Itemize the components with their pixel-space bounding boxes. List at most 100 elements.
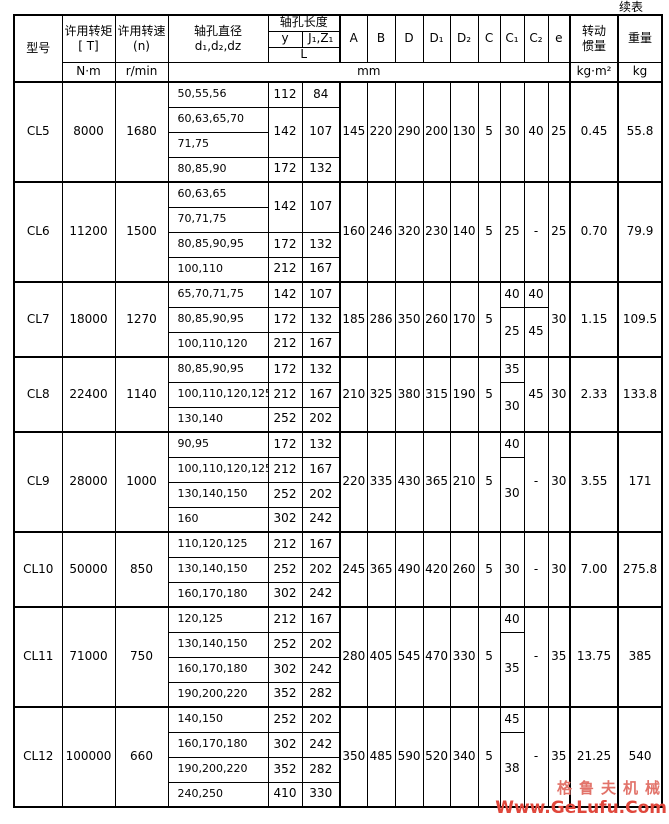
l-length-cell: 107	[301, 181, 341, 233]
dim-c1-cell: 40	[499, 431, 525, 458]
weight-cell: 385	[617, 606, 663, 708]
bore-dia-cell: 80,85,90	[167, 156, 269, 183]
y-length-cell: 212	[267, 331, 303, 358]
dim-e-cell: 30	[547, 281, 571, 358]
dim-c2-cell: 40	[523, 281, 549, 308]
y-length-cell: 212	[267, 381, 303, 408]
l-length-cell: 132	[301, 156, 341, 183]
dim-d-cell: 545	[394, 606, 424, 708]
header-inertia-line1: 转动	[582, 23, 607, 38]
dim-d-cell: 290	[394, 81, 424, 183]
y-length-cell: 252	[267, 706, 303, 733]
dim-c1-cell: 45	[499, 706, 525, 733]
dim-c-cell: 5	[477, 431, 501, 533]
watermark-company-name: 格鲁夫机械	[556, 779, 667, 797]
bore-dia-cell: 110,120,125	[167, 531, 269, 558]
weight-cell: 79.9	[617, 181, 663, 283]
model-cell: CL9	[13, 431, 63, 533]
speed-cell: 750	[114, 606, 169, 708]
bore-dia-cell: 50,55,56	[167, 81, 269, 108]
y-length-cell: 172	[267, 156, 303, 183]
dim-a-cell: 280	[339, 606, 368, 708]
dim-d2-cell: 190	[449, 356, 479, 433]
bore-dia-cell: 190,200,220	[167, 681, 269, 708]
l-length-cell: 167	[301, 531, 341, 558]
bore-dia-cell: 65,70,71,75	[167, 281, 269, 308]
dim-c-cell: 5	[477, 81, 501, 183]
dim-c2-cell: 40	[523, 81, 549, 183]
y-length-cell: 172	[267, 306, 303, 333]
dim-b-cell: 335	[366, 431, 396, 533]
bore-dia-cell: 71,75	[167, 131, 269, 158]
dim-b-cell: 365	[366, 531, 396, 608]
header-bore-diameter-line2: d₁,d₂,dz	[194, 38, 242, 53]
bore-dia-cell: 240,250	[167, 781, 269, 808]
y-length-cell: 302	[267, 731, 303, 758]
l-length-cell: 242	[301, 581, 341, 608]
watermark-url: Www.GeLufu.Com	[495, 798, 667, 818]
bore-dia-cell: 100,110	[167, 256, 269, 283]
dim-c1-cell: 30	[499, 531, 525, 608]
weight-cell: 540	[617, 706, 663, 808]
inertia-cell: 2.33	[569, 356, 619, 433]
l-length-cell: 167	[301, 381, 341, 408]
l-length-cell: 107	[301, 281, 341, 308]
bore-dia-cell: 120,125	[167, 606, 269, 633]
header-torque-line1: 许用转矩	[64, 23, 113, 38]
header-y: y	[267, 30, 303, 48]
dim-d-cell: 430	[394, 431, 424, 533]
dim-c-cell: 5	[477, 531, 501, 608]
dim-b-cell: 325	[366, 356, 396, 433]
header-col-e: e	[547, 14, 571, 63]
continued-table-label: 续表	[618, 0, 643, 14]
speed-cell: 1000	[114, 431, 169, 533]
dim-e-cell: 25	[547, 181, 571, 283]
dim-c1-cell: 30	[499, 381, 525, 433]
l-length-cell: 282	[301, 681, 341, 708]
dim-e-cell: 30	[547, 431, 571, 533]
speed-cell: 660	[114, 706, 169, 808]
dim-c1-cell: 40	[499, 606, 525, 633]
speed-cell: 1680	[114, 81, 169, 183]
speed-cell: 1270	[114, 281, 169, 358]
header-speed-line1: 许用转速	[117, 23, 166, 38]
dim-a-cell: 160	[339, 181, 368, 283]
l-length-cell: 132	[301, 431, 341, 458]
y-length-cell: 252	[267, 481, 303, 508]
y-length-cell: 252	[267, 406, 303, 433]
l-length-cell: 202	[301, 631, 341, 658]
header-speed-line2: (n)	[133, 38, 150, 53]
bore-dia-cell: 130,140,150	[167, 631, 269, 658]
dim-c1-cell: 25	[499, 306, 525, 358]
dim-c1-cell: 38	[499, 731, 525, 808]
dim-c2-cell: -	[523, 531, 549, 608]
inertia-cell: 7.00	[569, 531, 619, 608]
dim-c1-cell: 30	[499, 456, 525, 533]
unit-inertia: kg·m²	[569, 61, 619, 83]
dim-d-cell: 490	[394, 531, 424, 608]
dim-d1-cell: 365	[422, 431, 451, 533]
y-length-cell: 212	[267, 256, 303, 283]
l-length-cell: 167	[301, 606, 341, 633]
l-length-cell: 242	[301, 731, 341, 758]
y-length-cell: 172	[267, 431, 303, 458]
l-length-cell: 202	[301, 706, 341, 733]
dim-c1-cell: 25	[499, 181, 525, 283]
y-length-cell: 302	[267, 581, 303, 608]
bore-dia-cell: 100,110,120,125	[167, 381, 269, 408]
bore-dia-cell: 100,110,120	[167, 331, 269, 358]
y-length-cell: 142	[267, 281, 303, 308]
l-length-cell: 132	[301, 356, 341, 383]
header-col-D2: D₂	[449, 14, 479, 63]
bore-dia-cell: 100,110,120,125	[167, 456, 269, 483]
header-model: 型号	[13, 14, 63, 83]
dim-d2-cell: 140	[449, 181, 479, 283]
dim-b-cell: 220	[366, 81, 396, 183]
model-cell: CL11	[13, 606, 63, 708]
bore-dia-cell: 160	[167, 506, 269, 533]
dim-c2-cell: -	[523, 606, 549, 708]
l-length-cell: 132	[301, 231, 341, 258]
header-col-B: B	[366, 14, 396, 63]
model-cell: CL12	[13, 706, 63, 808]
